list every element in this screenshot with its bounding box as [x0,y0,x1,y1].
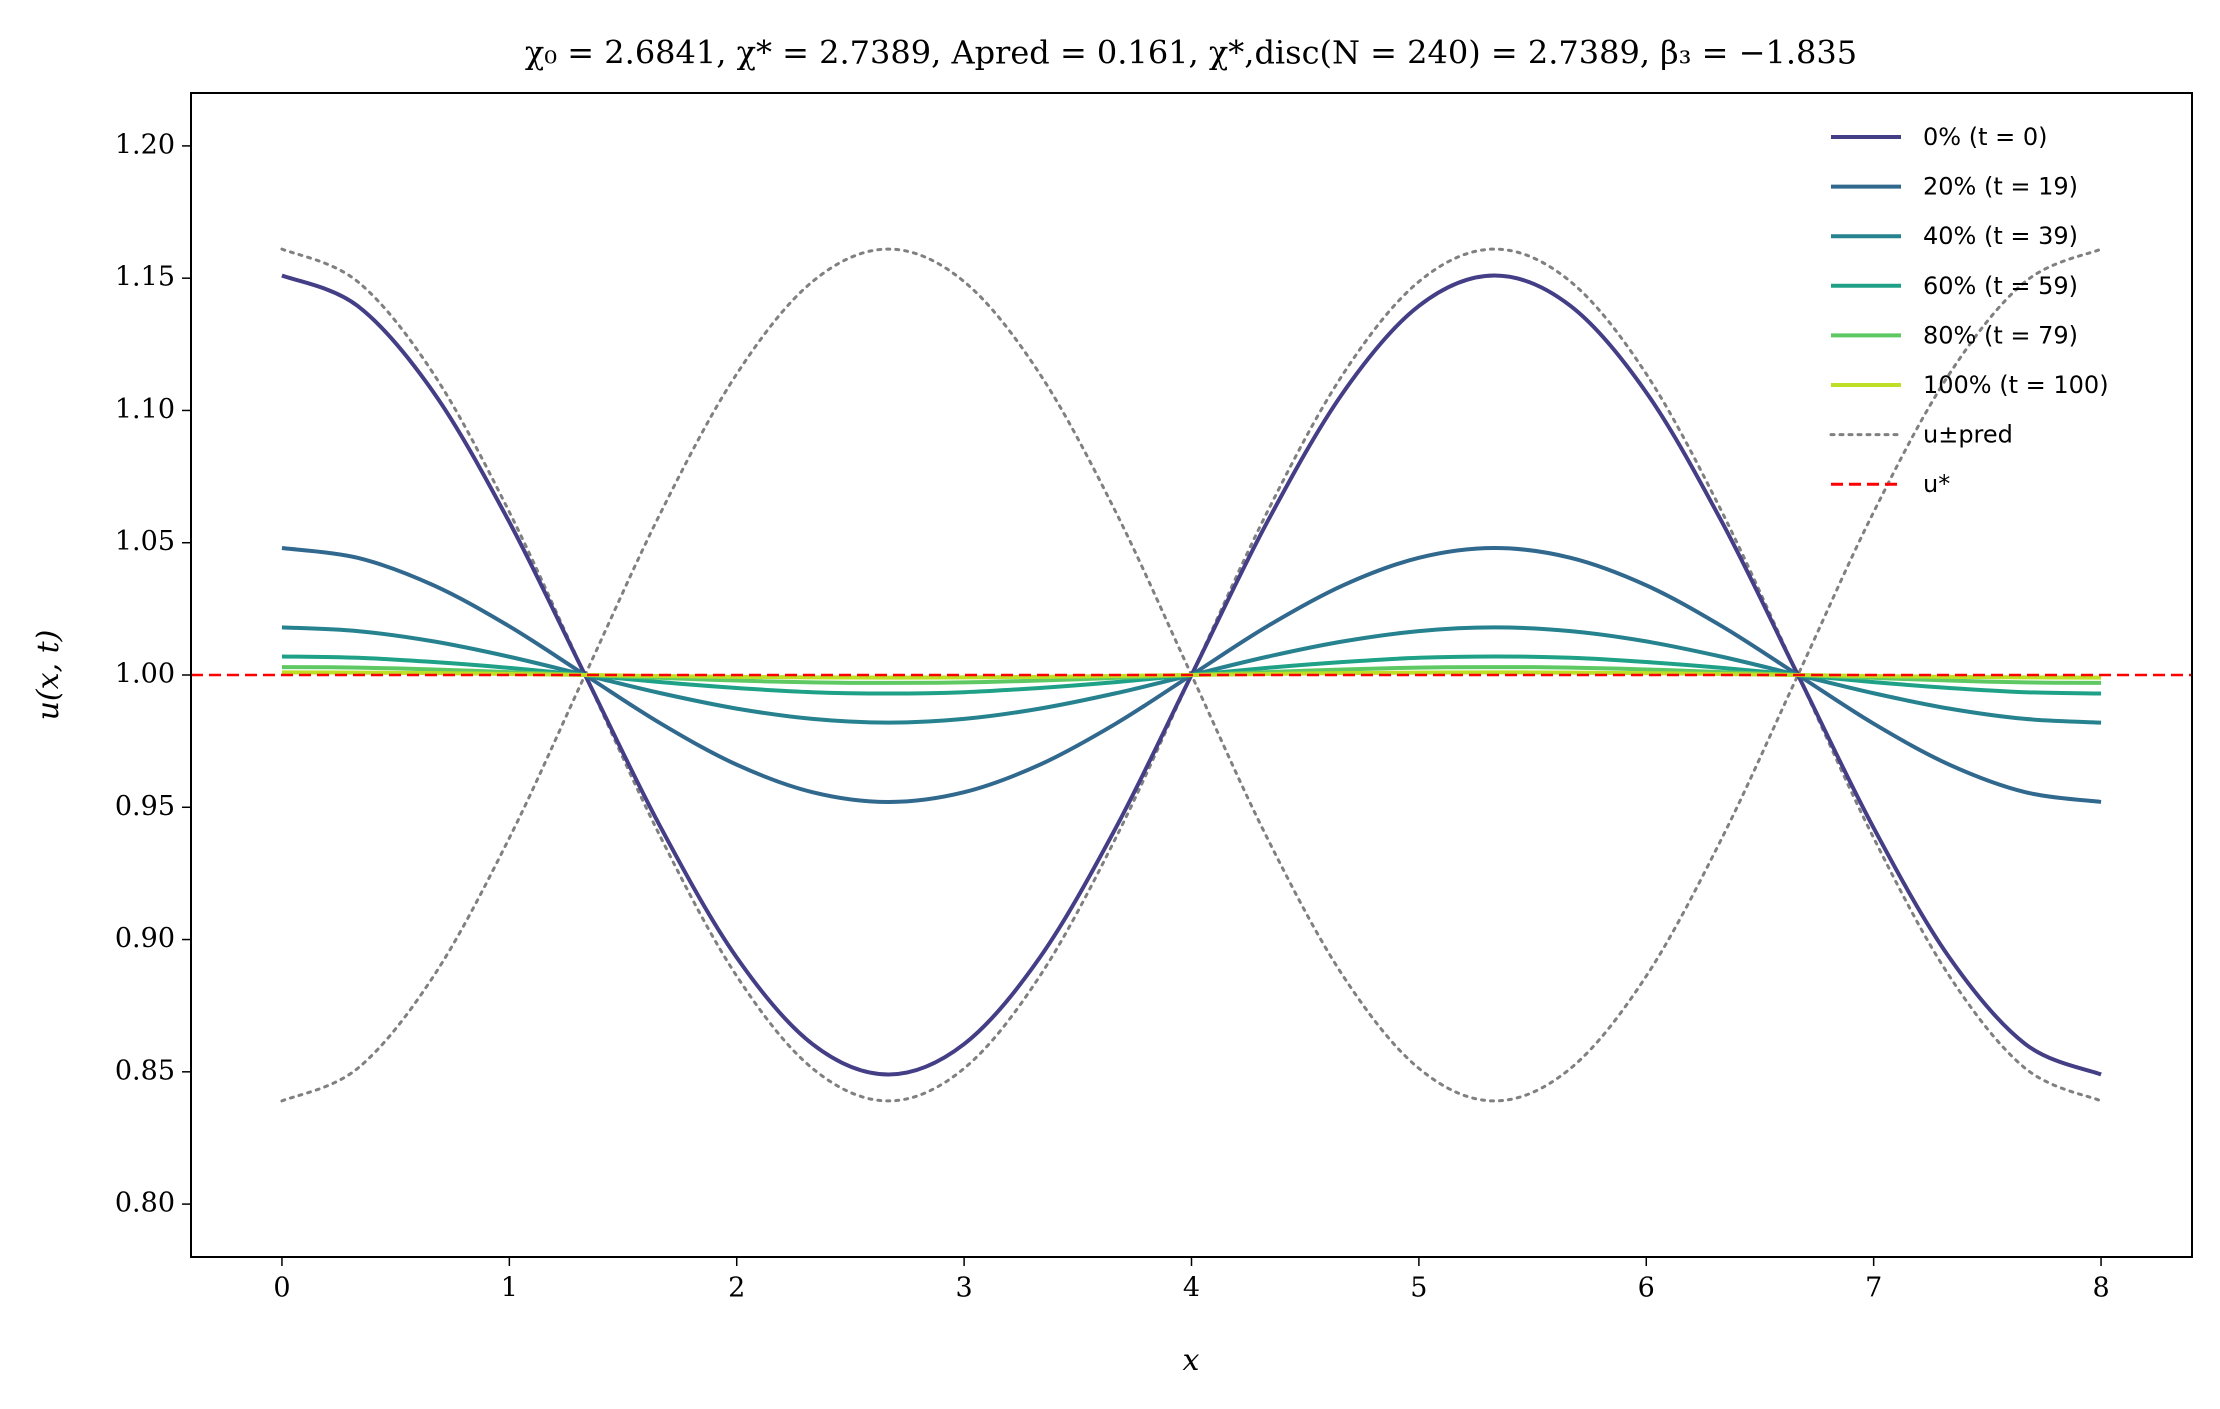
x-axis-label: x [1183,1343,1200,1378]
x-tick-label: 2 [728,1273,745,1304]
chart-title: χ₀ = 2.6841, χ* = 2.7389, Apred = 0.161,… [525,34,1857,72]
legend-label: 40% (t = 39) [1923,222,2078,250]
legend-label: u±pred [1923,421,2013,449]
x-tick-label: 6 [1638,1273,1655,1304]
legend-label: 80% (t = 79) [1923,321,2078,349]
y-tick-label: 0.85 [115,1055,175,1086]
legend-label: 20% (t = 19) [1923,173,2078,201]
y-tick-label: 0.95 [115,791,175,822]
y-tick-label: 0.80 [115,1188,175,1219]
legend-label: 60% (t = 59) [1923,272,2078,300]
y-axis-label: u(x, t) [31,630,66,721]
legend-label: 100% (t = 100) [1923,371,2109,399]
y-tick-label: 1.05 [115,526,175,557]
x-tick-label: 4 [1183,1273,1200,1304]
x-tick-label: 8 [2092,1273,2109,1304]
x-tick-label: 7 [1865,1273,1882,1304]
x-tick-label: 3 [956,1273,973,1304]
y-tick-label: 1.00 [115,659,175,690]
y-tick-label: 0.90 [115,923,175,954]
x-tick-label: 0 [273,1273,290,1304]
x-tick-label: 1 [501,1273,518,1304]
x-tick-label: 5 [1410,1273,1427,1304]
y-tick-label: 1.15 [115,262,175,293]
y-tick-label: 1.10 [115,394,175,425]
legend-label: 0% (t = 0) [1923,123,2047,151]
axes-frame [190,92,2193,1258]
y-tick-label: 1.20 [115,129,175,160]
legend-label: u* [1923,470,1950,498]
